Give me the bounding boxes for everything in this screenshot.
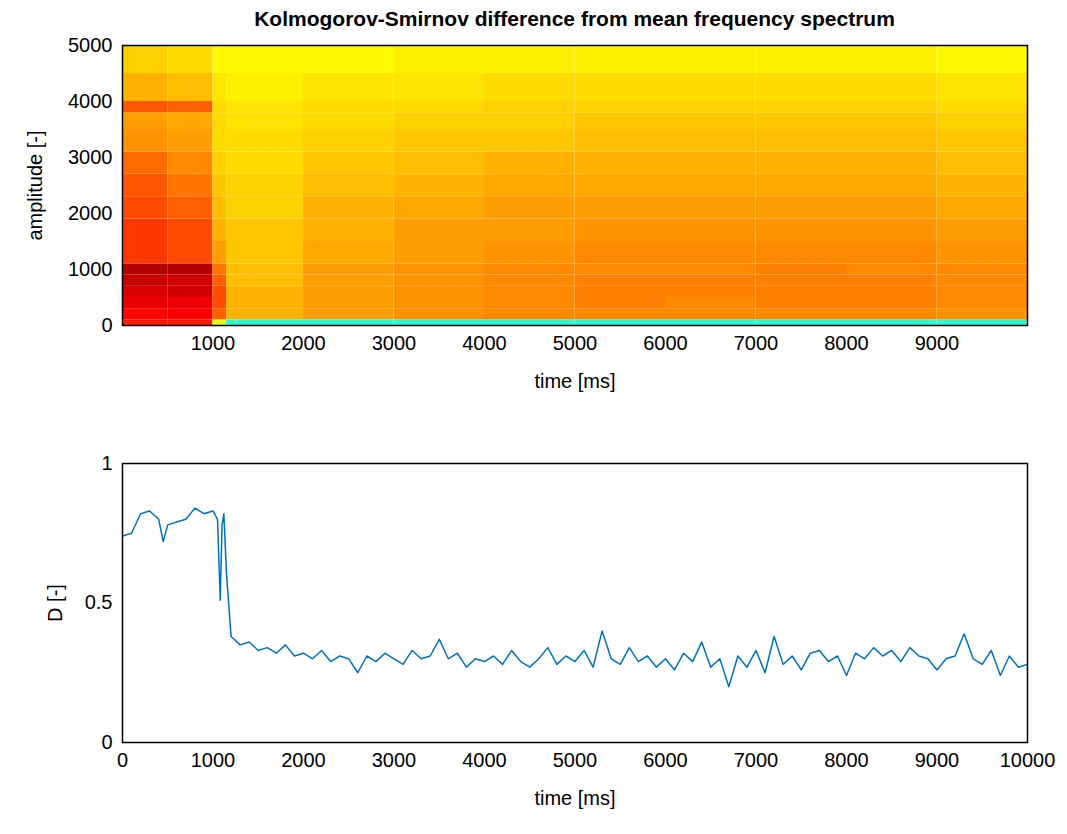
svg-text:amplitude [-]: amplitude [-] <box>24 130 46 240</box>
svg-text:3000: 3000 <box>68 146 113 168</box>
svg-text:0: 0 <box>117 749 128 771</box>
svg-text:0: 0 <box>101 731 112 753</box>
svg-text:5000: 5000 <box>553 332 598 354</box>
svg-text:1000: 1000 <box>68 258 113 280</box>
svg-text:2000: 2000 <box>281 332 326 354</box>
svg-text:3000: 3000 <box>372 332 417 354</box>
svg-text:4000: 4000 <box>462 749 507 771</box>
svg-text:4000: 4000 <box>68 90 113 112</box>
svg-text:5000: 5000 <box>68 35 113 56</box>
svg-text:4000: 4000 <box>462 332 507 354</box>
svg-text:6000: 6000 <box>643 332 688 354</box>
svg-text:7000: 7000 <box>734 749 779 771</box>
svg-text:8000: 8000 <box>824 749 869 771</box>
svg-text:10000: 10000 <box>1000 749 1056 771</box>
svg-text:1000: 1000 <box>191 332 236 354</box>
svg-text:9000: 9000 <box>915 332 960 354</box>
svg-text:1000: 1000 <box>191 749 236 771</box>
svg-text:D [-]: D [-] <box>44 584 66 622</box>
svg-text:6000: 6000 <box>643 749 688 771</box>
svg-text:0: 0 <box>101 314 112 336</box>
svg-text:1: 1 <box>101 452 112 474</box>
svg-text:2000: 2000 <box>68 202 113 224</box>
svg-text:2000: 2000 <box>281 749 326 771</box>
svg-text:7000: 7000 <box>734 332 779 354</box>
svg-text:3000: 3000 <box>372 749 417 771</box>
svg-text:8000: 8000 <box>824 332 869 354</box>
svg-text:time [ms]: time [ms] <box>534 370 615 392</box>
svg-text:time [ms]: time [ms] <box>534 787 615 809</box>
svg-text:9000: 9000 <box>915 749 960 771</box>
html-text:Kolmogorov-Smirnov difference: Kolmogorov-Smirnov difference from mean … <box>254 7 895 30</box>
svg-text:0.5: 0.5 <box>85 591 113 613</box>
svg-text:5000: 5000 <box>553 749 598 771</box>
